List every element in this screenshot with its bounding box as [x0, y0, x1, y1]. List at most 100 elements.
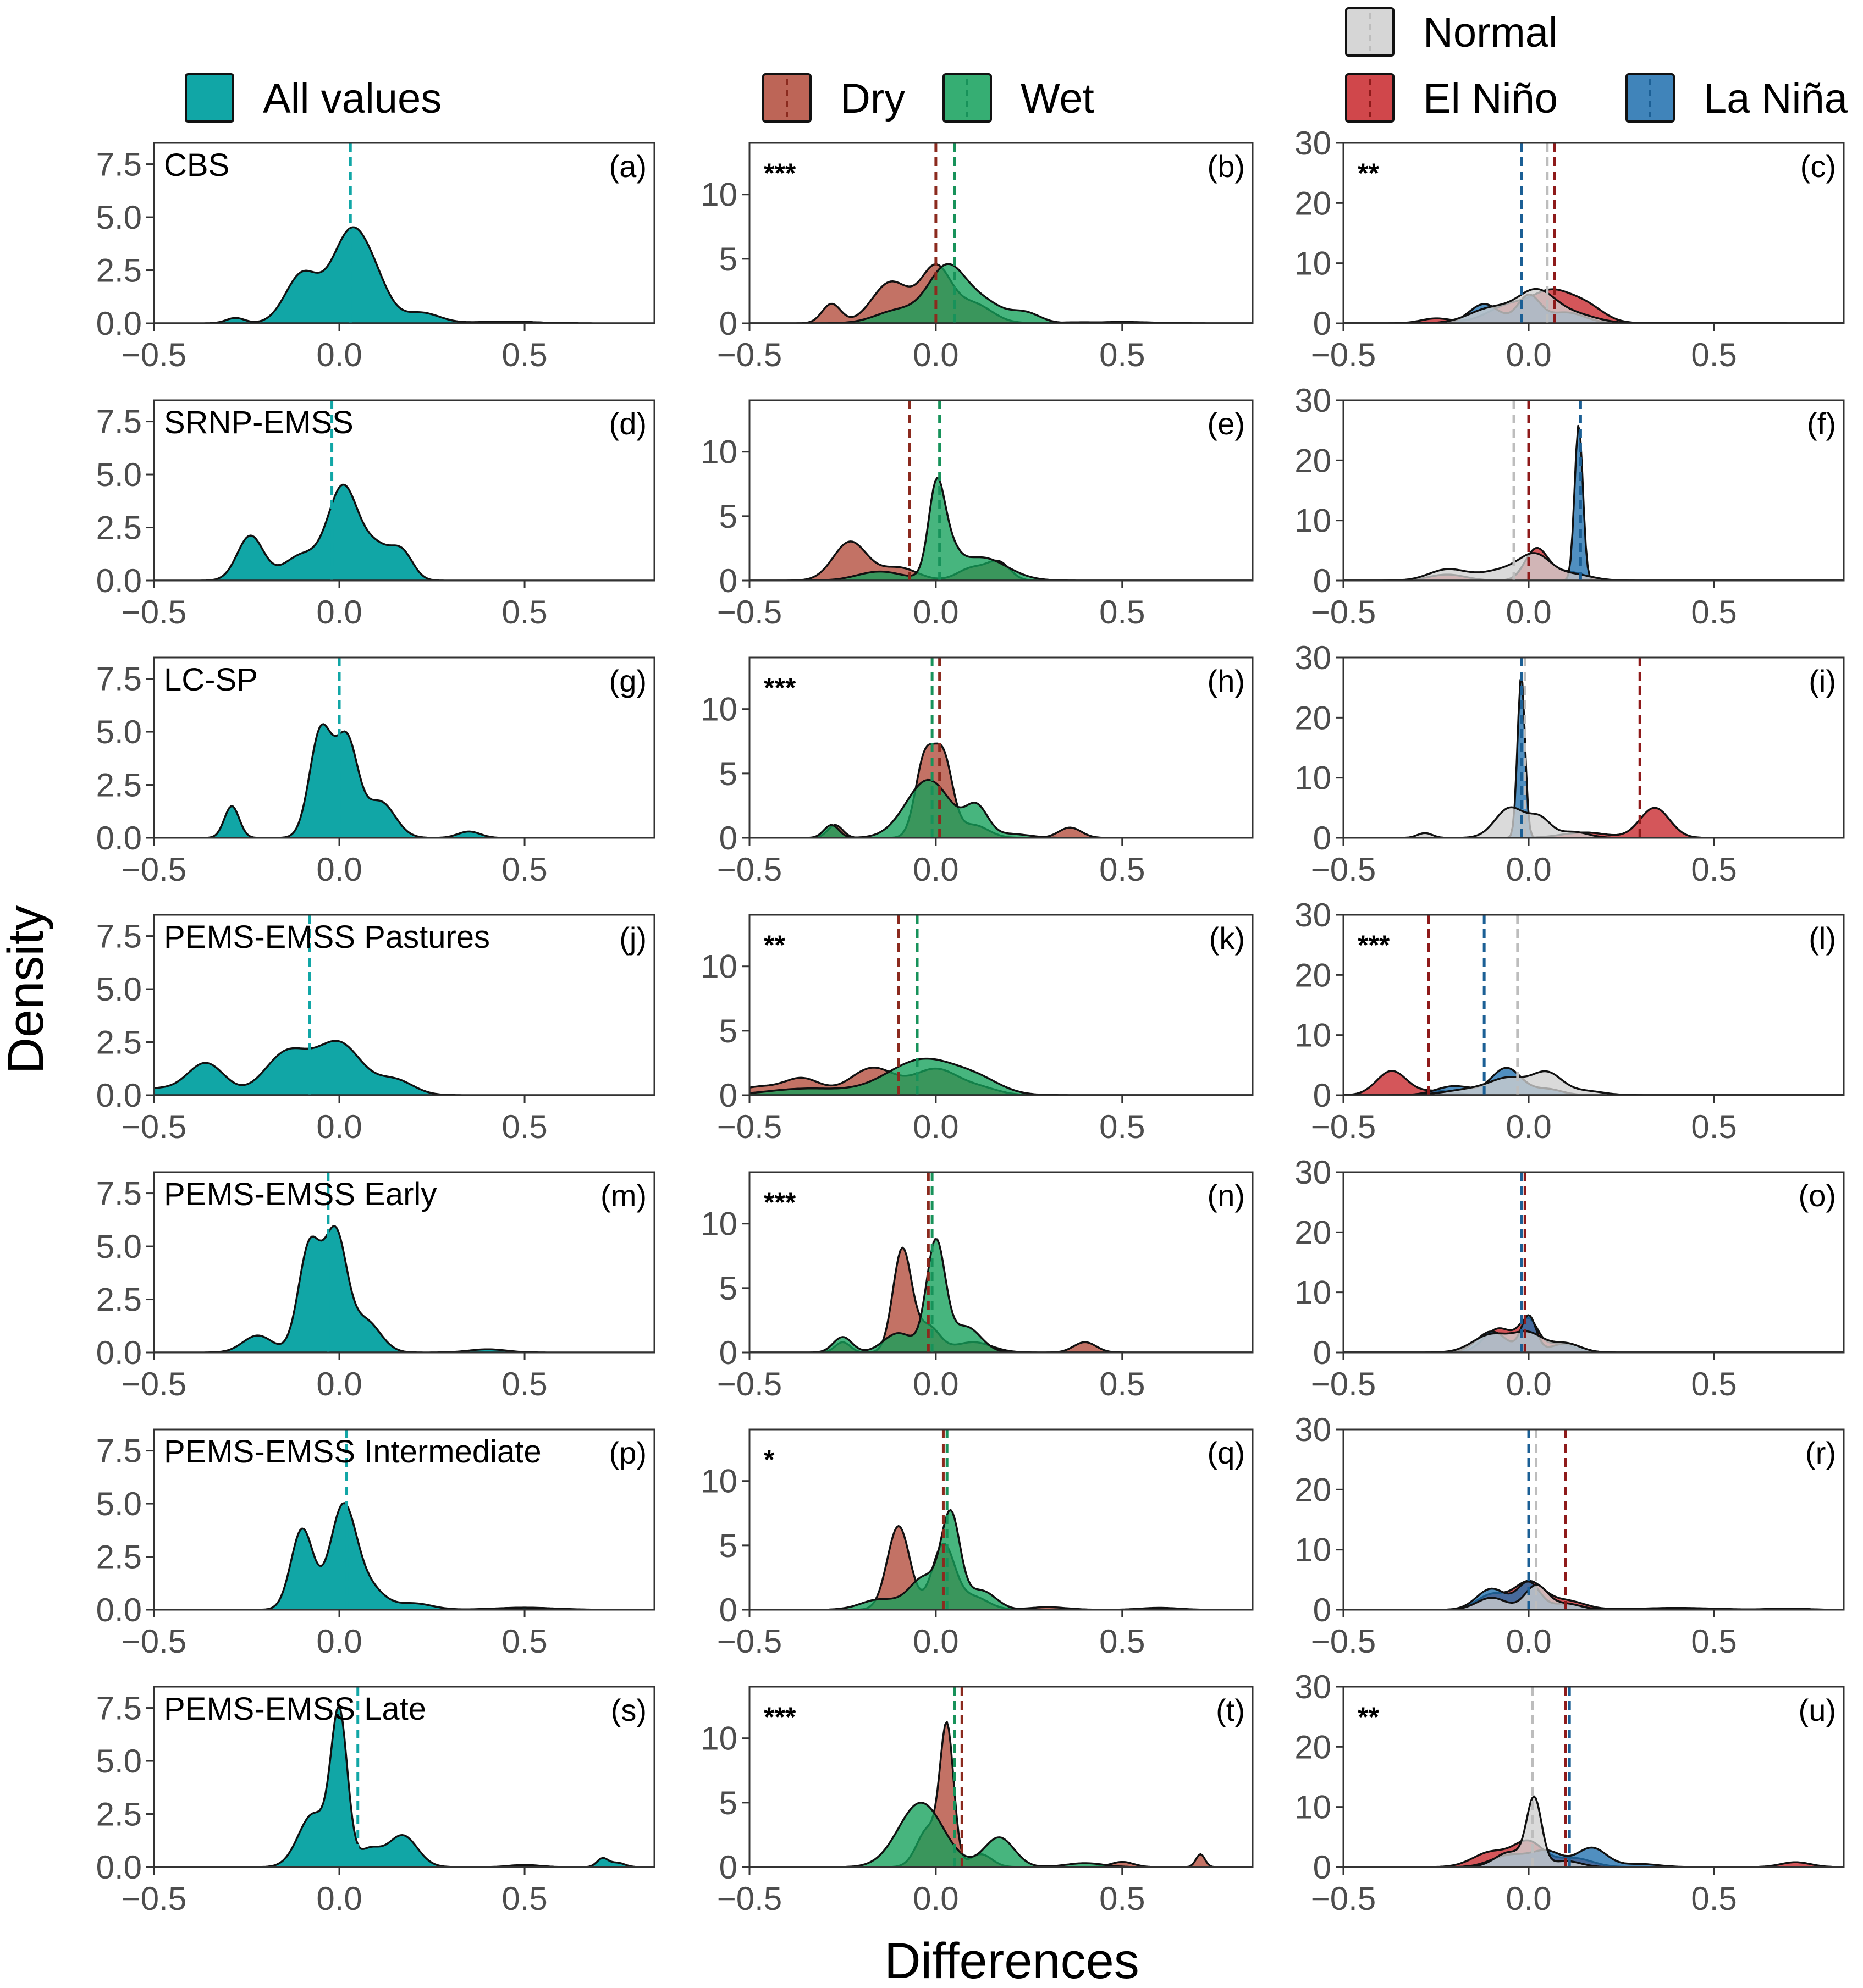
panel-p: 0.02.55.07.5−0.5 0.0 0.5(p)PEMS-EMSS Inter… [96, 1428, 655, 1660]
panel-a: 0.02.55.07.5−0.5 0.0 0.5(a)CBS [96, 142, 655, 373]
x-tick-label: 0.5 [1691, 594, 1737, 631]
density-wet [749, 778, 1253, 838]
y-tick-label: 0 [719, 562, 737, 599]
y-tick-label: 30 [1294, 1154, 1331, 1191]
x-tick-label: 0.0 [316, 1623, 362, 1660]
legend-layer: All values Dry Wet Normal El Niño La Niña [185, 7, 1848, 123]
x-tick-label: 0.0 [1506, 851, 1551, 888]
x-tick-label: 0.5 [1099, 336, 1145, 373]
x-tick-label: −0.5 [1311, 1880, 1376, 1917]
panel-frame [1342, 914, 1845, 1096]
plot-area [749, 143, 1253, 323]
significance-marker: ** [1358, 1702, 1379, 1732]
panel-tag: (n) [1208, 1178, 1245, 1213]
x-tick-label: 0.0 [913, 1108, 958, 1145]
y-tick-label: 5.0 [96, 1228, 142, 1265]
density-all [154, 1502, 654, 1610]
x-tick-label: 0.5 [1099, 1366, 1145, 1402]
y-tick-label: 5 [719, 1013, 737, 1050]
panel-r: 0 10 20 30 −0.5 0.0 0.5 (r) [1294, 1411, 1845, 1660]
panel-e: 0 5 10 −0.5 0.0 0.5 (e) [701, 399, 1254, 631]
density-normal [1343, 1795, 1844, 1867]
panel-tag: (f) [1807, 406, 1836, 441]
panel-tag: (u) [1799, 1693, 1836, 1727]
y-tick-label: 10 [701, 948, 737, 985]
panel-frame [153, 1428, 655, 1611]
y-tick-label: 10 [1294, 245, 1331, 282]
legend-label: Wet [1021, 75, 1094, 122]
y-tick-label: 10 [1294, 1017, 1331, 1054]
x-tick-label: 0.0 [316, 1366, 362, 1402]
x-tick-label: 0.5 [501, 336, 547, 373]
x-tick-label: 0.0 [1506, 1623, 1551, 1660]
x-tick-label: −0.5 [717, 336, 782, 373]
significance-marker: ** [764, 930, 785, 960]
plot-area [1343, 400, 1844, 581]
site-label: PEMS-EMSS Early [164, 1177, 437, 1212]
y-tick-label: 5.0 [96, 714, 142, 750]
panel-frame [153, 1171, 655, 1354]
significance-marker: *** [764, 1702, 796, 1732]
y-tick-label: 5 [719, 1270, 737, 1307]
y-tick-label: 5.0 [96, 456, 142, 493]
density-elnino [1343, 1070, 1844, 1095]
y-tick-label: 2.5 [96, 1539, 142, 1576]
plot-area [154, 1687, 654, 1867]
panel-tag: (r) [1805, 1435, 1836, 1470]
x-tick-label: −0.5 [122, 1366, 186, 1402]
y-tick-label: 7.5 [96, 1175, 142, 1212]
x-tick-label: −0.5 [122, 1108, 186, 1145]
plot-area [154, 915, 654, 1095]
x-tick-label: −0.5 [1311, 1366, 1376, 1402]
y-tick-label: 0.0 [96, 1592, 142, 1628]
panel-frame [748, 1171, 1254, 1354]
panel-tag: (i) [1809, 664, 1836, 698]
legend-item-normal: Normal [1345, 7, 1558, 57]
x-tick-label: −0.5 [717, 1880, 782, 1917]
x-tick-label: −0.5 [122, 1880, 186, 1917]
x-tick-label: 0.0 [1506, 1366, 1551, 1402]
y-tick-label: 5 [719, 1785, 737, 1821]
legend-label: Normal [1423, 9, 1558, 56]
y-tick-label: 0 [719, 305, 737, 342]
density-dry [749, 1525, 1253, 1610]
plot-area [1343, 1172, 1844, 1352]
density-lanina [1343, 1846, 1844, 1867]
x-tick-label: 0.0 [913, 594, 958, 631]
density-normal [1343, 1583, 1844, 1610]
significance-marker: *** [764, 1187, 796, 1218]
y-tick-label: 10 [1294, 1274, 1331, 1311]
density-normal [1343, 806, 1844, 838]
legend-swatch [942, 73, 992, 123]
density-wet [749, 477, 1253, 581]
x-axis-title: Differences [884, 1933, 1139, 1988]
panel-tag: (t) [1216, 1693, 1245, 1727]
panel-c: 0 10 20 30 −0.5 0.0 0.5 (c) ** [1294, 125, 1845, 373]
x-tick-label: 0.5 [501, 1108, 547, 1145]
site-label: PEMS-EMSS Pastures [164, 919, 490, 955]
y-tick-label: 30 [1294, 639, 1331, 676]
x-tick-label: 0.0 [1506, 1108, 1551, 1145]
significance-marker: *** [764, 672, 796, 703]
y-tick-label: 10 [701, 1206, 737, 1242]
panel-tag: (a) [609, 149, 647, 184]
panel-frame [748, 142, 1254, 324]
significance-marker: *** [764, 158, 796, 189]
density-lanina [1343, 424, 1844, 581]
y-tick-label: 5 [719, 241, 737, 278]
x-tick-label: 0.5 [501, 594, 547, 631]
panel-tag: (m) [600, 1178, 647, 1213]
y-tick-label: 2.5 [96, 252, 142, 289]
legend-item-elnino: El Niño [1345, 73, 1558, 123]
density-normal [1343, 552, 1844, 581]
panel-frame [748, 1686, 1254, 1868]
y-tick-label: 5 [719, 755, 737, 792]
plot-area [154, 400, 654, 581]
panel-b: 0 5 10 −0.5 0.0 0.5 (b) *** [701, 142, 1254, 373]
x-tick-label: 0.0 [1506, 1880, 1551, 1917]
y-tick-label: 30 [1294, 125, 1331, 162]
density-all [154, 723, 654, 838]
significance-marker: *** [1358, 930, 1390, 960]
x-tick-label: 0.5 [1691, 1880, 1737, 1917]
